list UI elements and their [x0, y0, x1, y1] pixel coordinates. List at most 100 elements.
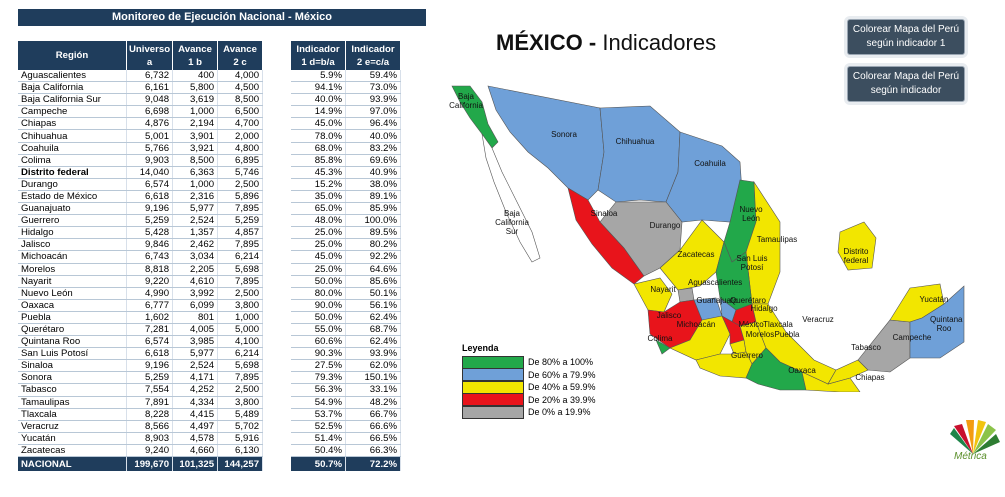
cell-indicador1: 40.0% [291, 93, 346, 107]
cell-indicador1: 15.2% [291, 178, 346, 191]
table-row: Chihuahua 5,001 3,901 2,000 [18, 129, 264, 143]
cell-indicador1: 50.4% [291, 444, 346, 458]
indicator-row: 50.4% 66.3% [291, 444, 401, 458]
legend-label: De 80% a 100% [528, 357, 594, 368]
indicator-total-row: 50.7% 72.2% [291, 456, 401, 471]
indicator-header-row: Indicador 1 d=b/a Indicador 2 e=c/a [291, 41, 401, 70]
map-region-baja-california-sur[interactable] [481, 133, 541, 263]
cell-region: Querétaro [18, 323, 127, 337]
cell-indicador1: 48.0% [291, 214, 346, 228]
cell-avance2: 5,746 [217, 166, 264, 179]
legend-swatch [462, 405, 524, 419]
cell-indicador2: 69.6% [345, 154, 401, 167]
cell-avance2: 7,895 [217, 202, 264, 216]
cell-region: Chiapas [18, 117, 127, 131]
cell-region: Distrito federal [18, 166, 127, 179]
cell-universo: 6,698 [126, 105, 174, 119]
cell-avance1: 1,357 [172, 226, 219, 240]
cell-region: Tabasco [18, 383, 127, 397]
indicator-row: 45.0% 92.2% [291, 250, 401, 264]
indicator-row: 52.5% 66.6% [291, 420, 401, 433]
cell-region: Sonora [18, 371, 127, 385]
cell-avance1: 2,524 [172, 359, 219, 373]
indicator-row: 65.0% 85.9% [291, 202, 401, 216]
map-region-quintana-roo[interactable] [909, 285, 965, 359]
cell-universo: 5,001 [126, 129, 174, 143]
cell-avance1: 3,985 [172, 335, 219, 349]
cell-indicador1: 55.0% [291, 323, 346, 337]
indicator-row: 55.0% 68.7% [291, 323, 401, 337]
cell-region: Colima [18, 154, 127, 167]
cell-indicador2: 33.1% [345, 383, 401, 397]
map-label-queretaro: Querétaro [729, 296, 767, 305]
map-region-colima[interactable] [655, 339, 671, 355]
cell-avance1: 6,099 [172, 299, 219, 312]
cell-region: Guanajuato [18, 202, 127, 216]
cell-indicador2: 83.2% [345, 142, 401, 155]
indicator-row: 85.8% 69.6% [291, 154, 401, 167]
table-row: Guerrero 5,259 2,524 5,259 [18, 214, 264, 228]
map-label-aguascalientes: Aguascalientes [688, 278, 743, 287]
cell-universo: 6,618 [126, 347, 174, 361]
table-row: Michoacán 6,743 3,034 6,214 [18, 250, 264, 264]
cell-universo: 5,428 [126, 226, 174, 240]
map-label-zacatecas: Zacatecas [677, 250, 715, 259]
cell-universo: 7,281 [126, 323, 174, 337]
cell-indicador2: 92.2% [345, 250, 401, 264]
map-region-coahuila[interactable] [665, 131, 743, 223]
cell-indicador1: 50.0% [291, 311, 346, 324]
map-region-distrito-federal[interactable] [837, 221, 877, 271]
cell-universo: 5,259 [126, 214, 174, 228]
legend-swatch [462, 355, 524, 369]
map-region-nayarit[interactable] [633, 277, 673, 313]
cell-indicador2: 56.1% [345, 299, 401, 312]
legend-label: De 40% a 59.9% [528, 382, 596, 393]
cell-indicador2: 89.5% [345, 226, 401, 240]
cell-region: Chihuahua [18, 129, 127, 143]
table-row: Jalisco 9,846 2,462 7,895 [18, 238, 264, 252]
cell-indicador1: 60.6% [291, 335, 346, 349]
cell-avance1: 4,252 [172, 383, 219, 397]
table-row: Coahuila 5,766 3,921 4,800 [18, 142, 264, 155]
cell-indicador1: 45.3% [291, 166, 346, 179]
cell-universo: 1,602 [126, 311, 174, 324]
cell-indicador2: 96.4% [345, 117, 401, 131]
map-region-aguascalientes[interactable] [677, 287, 695, 303]
indicator-row: 25.0% 80.2% [291, 238, 401, 252]
cell-indicador2: 66.7% [345, 408, 401, 421]
map-region-baja-california[interactable] [451, 85, 499, 149]
table-row: Colima 9,903 8,500 6,895 [18, 154, 264, 167]
cell-indicador2: 89.1% [345, 190, 401, 204]
indicator-table: Indicador 1 d=b/a Indicador 2 e=c/a 5.9%… [291, 41, 401, 471]
cell-avance1: 400 [172, 70, 219, 83]
cell-avance1: 5,977 [172, 202, 219, 216]
map-label-tabasco: Tabasco [851, 343, 881, 352]
cell-avance2: 8,500 [217, 93, 264, 107]
cell-avance2: 6,130 [217, 444, 264, 458]
cell-indicador1: 25.0% [291, 238, 346, 252]
total-universo: 199,670 [126, 456, 174, 471]
legend-title: Leyenda [462, 343, 499, 353]
cell-avance2: 3,800 [217, 396, 264, 409]
cell-universo: 9,220 [126, 275, 174, 288]
table-row: Baja California 6,161 5,800 4,500 [18, 81, 264, 95]
cell-avance1: 8,500 [172, 154, 219, 167]
cell-indicador2: 73.0% [345, 81, 401, 95]
map-region-chihuahua[interactable] [597, 105, 681, 203]
cell-indicador1: 53.7% [291, 408, 346, 421]
map-region-sinaloa[interactable] [567, 187, 645, 285]
header-indicador2: Indicador 2 e=c/a [345, 41, 401, 70]
indicator-row: 40.0% 93.9% [291, 93, 401, 107]
map-label-coahuila: Coahuila [694, 159, 726, 168]
color-by-indicator-1-button[interactable]: Colorear Mapa del Perú según indicador 1 [847, 19, 965, 55]
cell-avance2: 6,214 [217, 347, 264, 361]
cell-universo: 14,040 [126, 166, 174, 179]
total-indicador2: 72.2% [345, 456, 401, 471]
cell-universo: 6,743 [126, 250, 174, 264]
map-label-sinaloa: Sinaloa [590, 209, 618, 218]
cell-avance2: 6,500 [217, 105, 264, 119]
cell-avance2: 7,895 [217, 238, 264, 252]
color-by-indicator-2-button[interactable]: Colorear Mapa del Perú según indicador [847, 66, 965, 102]
cell-indicador2: 50.1% [345, 287, 401, 300]
table-row: Yucatán 8,903 4,578 5,916 [18, 432, 264, 445]
